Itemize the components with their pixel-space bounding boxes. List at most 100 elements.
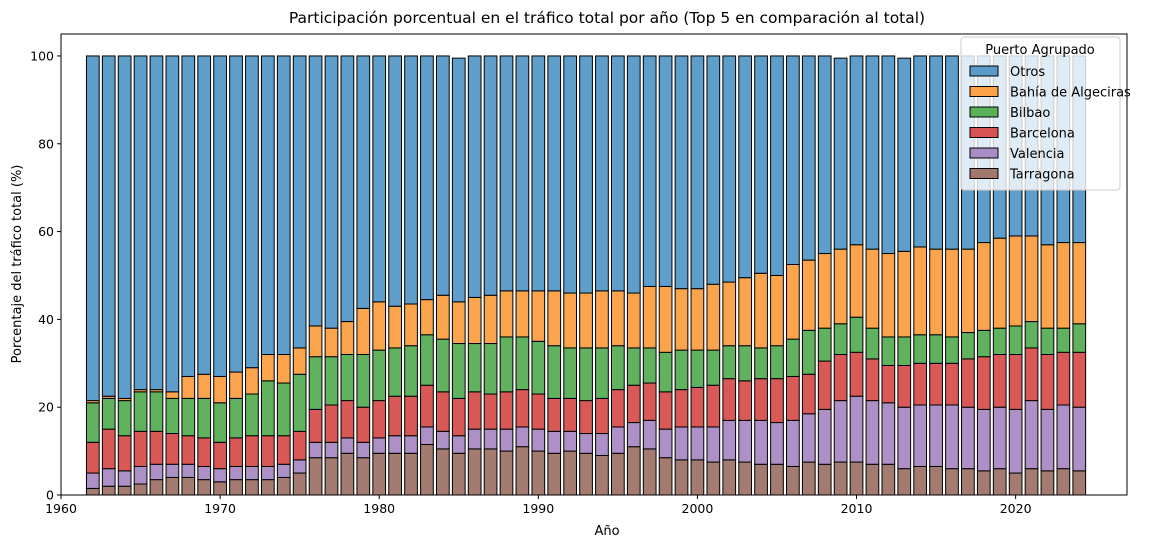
bar-otros-2012 bbox=[881, 55, 896, 255]
bar-bilbao-2004 bbox=[754, 347, 768, 380]
bar-otros-1986 bbox=[467, 55, 482, 298]
bar-tarragona-1974 bbox=[276, 476, 291, 496]
bar-tarragona-1966 bbox=[149, 479, 164, 496]
bar-tarragona-1980 bbox=[372, 452, 387, 496]
y-tick-label: 60 bbox=[38, 224, 54, 239]
bar-valencia-1993 bbox=[579, 433, 593, 454]
bar-bilbao-2011 bbox=[865, 327, 880, 360]
legend-swatch bbox=[969, 147, 999, 159]
bar-bah-a-de-algeciras-2017 bbox=[961, 248, 975, 334]
bar-tarragona-2005 bbox=[770, 463, 784, 496]
bar-bah-a-de-algeciras-2003 bbox=[738, 277, 753, 347]
bar-bilbao-1994 bbox=[595, 347, 609, 399]
bar-tarragona-1994 bbox=[595, 454, 609, 496]
bar-bilbao-2013 bbox=[897, 336, 912, 366]
bar-bilbao-2014 bbox=[913, 334, 928, 364]
bar-bilbao-1963 bbox=[101, 397, 116, 430]
bar-bilbao-1977 bbox=[324, 356, 339, 406]
bar-otros-2006 bbox=[786, 55, 800, 266]
bar-barcelona-2012 bbox=[881, 364, 896, 404]
bar-bah-a-de-algeciras-2019 bbox=[992, 237, 1007, 329]
bar-bah-a-de-algeciras-2013 bbox=[897, 250, 912, 338]
bar-bah-a-de-algeciras-2008 bbox=[817, 253, 832, 329]
bar-tarragona-2021 bbox=[1024, 468, 1039, 496]
y-axis-label: Porcentaje del tráfico total (%) bbox=[10, 165, 25, 364]
bar-bilbao-1974 bbox=[276, 382, 291, 437]
bar-bilbao-1975 bbox=[292, 373, 307, 432]
bar-tarragona-1978 bbox=[340, 452, 355, 496]
bar-barcelona-1979 bbox=[356, 406, 371, 443]
bar-tarragona-1990 bbox=[531, 450, 546, 496]
bar-bah-a-de-algeciras-2021 bbox=[1024, 235, 1039, 323]
bar-valencia-1974 bbox=[276, 463, 291, 478]
bar-bilbao-2006 bbox=[786, 338, 800, 377]
bar-tarragona-2015 bbox=[929, 465, 943, 496]
bar-tarragona-1965 bbox=[133, 483, 148, 496]
bar-valencia-2010 bbox=[849, 395, 864, 463]
bar-otros-1973 bbox=[260, 55, 275, 355]
bar-bilbao-1992 bbox=[563, 347, 578, 399]
bar-tarragona-2007 bbox=[801, 461, 816, 496]
bar-barcelona-2006 bbox=[786, 375, 800, 421]
bar-barcelona-2007 bbox=[801, 373, 816, 415]
bar-barcelona-2022 bbox=[1040, 354, 1055, 410]
bar-valencia-1969 bbox=[197, 465, 212, 481]
y-tick-label: 20 bbox=[38, 400, 54, 415]
bar-tarragona-1963 bbox=[101, 485, 116, 496]
bar-barcelona-1986 bbox=[467, 391, 482, 430]
bar-barcelona-1980 bbox=[372, 400, 387, 439]
bar-tarragona-1985 bbox=[451, 452, 466, 496]
chart-title: Participación porcentual en el tráfico t… bbox=[289, 9, 925, 27]
bar-barcelona-1991 bbox=[547, 397, 562, 432]
bar-valencia-1987 bbox=[483, 428, 498, 450]
bar-bilbao-1995 bbox=[611, 345, 625, 391]
bar-barcelona-1988 bbox=[499, 391, 514, 430]
bar-bilbao-1991 bbox=[547, 345, 562, 399]
bar-bilbao-1985 bbox=[451, 343, 466, 399]
bar-barcelona-1982 bbox=[404, 395, 418, 437]
bar-valencia-1979 bbox=[356, 441, 371, 459]
bar-valencia-1975 bbox=[292, 459, 307, 474]
y-axis-ticks: 0 20 40 60 80 100 bbox=[30, 48, 61, 503]
bar-bilbao-1989 bbox=[515, 336, 530, 391]
bar-barcelona-1968 bbox=[181, 435, 196, 465]
bar-barcelona-1981 bbox=[388, 395, 402, 437]
bar-bilbao-1996 bbox=[626, 347, 641, 386]
bar-tarragona-1970 bbox=[213, 481, 227, 496]
bar-barcelona-1969 bbox=[197, 437, 212, 467]
bar-otros-2004 bbox=[754, 55, 768, 274]
y-tick-label: 0 bbox=[46, 488, 54, 503]
bar-barcelona-2003 bbox=[738, 380, 753, 421]
bar-barcelona-1977 bbox=[324, 404, 339, 443]
bar-bilbao-1986 bbox=[467, 343, 482, 393]
bar-tarragona-2018 bbox=[976, 470, 991, 496]
bar-tarragona-1995 bbox=[611, 452, 625, 496]
bar-bilbao-1962 bbox=[85, 402, 100, 443]
bar-bilbao-2003 bbox=[738, 345, 753, 382]
bar-tarragona-2016 bbox=[945, 468, 959, 496]
bar-bah-a-de-algeciras-2009 bbox=[833, 248, 848, 325]
bar-barcelona-1990 bbox=[531, 393, 546, 430]
x-tick-label: 1970 bbox=[204, 501, 236, 516]
bar-bah-a-de-algeciras-1987 bbox=[483, 294, 498, 345]
bar-tarragona-1967 bbox=[165, 476, 180, 496]
bar-bah-a-de-algeciras-1989 bbox=[515, 290, 530, 338]
bar-bilbao-1971 bbox=[229, 397, 243, 439]
bar-valencia-2002 bbox=[722, 419, 737, 461]
bar-tarragona-1991 bbox=[547, 452, 562, 496]
bar-otros-1972 bbox=[245, 55, 259, 369]
bar-barcelona-1967 bbox=[165, 433, 180, 465]
bar-otros-2005 bbox=[770, 55, 784, 276]
bar-barcelona-1985 bbox=[451, 397, 466, 437]
bar-otros-1968 bbox=[181, 55, 196, 377]
bar-valencia-1977 bbox=[324, 441, 339, 459]
bar-otros-1982 bbox=[404, 55, 418, 305]
bar-otros-2011 bbox=[865, 55, 880, 250]
bar-bah-a-de-algeciras-1983 bbox=[420, 299, 434, 336]
bar-otros-2007 bbox=[801, 55, 816, 261]
bar-tarragona-1983 bbox=[420, 444, 434, 496]
bar-bilbao-2008 bbox=[817, 327, 832, 362]
bar-otros-1965 bbox=[133, 55, 148, 391]
bar-tarragona-1992 bbox=[563, 450, 578, 496]
bar-bilbao-2019 bbox=[992, 327, 1007, 356]
